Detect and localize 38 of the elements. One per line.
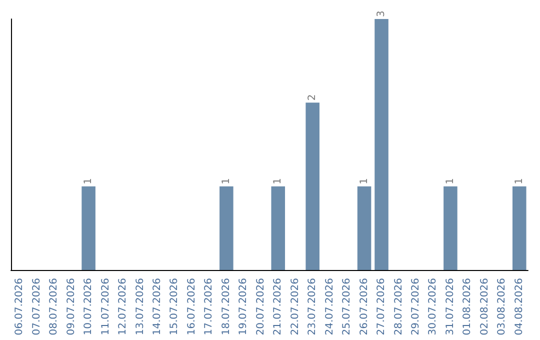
data-label: 1 [358, 178, 370, 184]
x-tick-label: 25.07.2026 [342, 278, 353, 336]
data-label: 3 [376, 10, 388, 17]
x-tick-label: 02.08.2026 [479, 278, 490, 336]
x-tick-label: 29.07.2026 [410, 278, 422, 336]
x-tick-label: 07.07.2026 [31, 278, 42, 336]
x-tick-label: 16.07.2026 [186, 278, 198, 336]
x-tick-label: 14.07.2026 [152, 278, 163, 336]
x-tick-label: 18.07.2026 [220, 278, 232, 336]
x-tick-label: 27.07.2026 [376, 278, 388, 336]
x-tick-label: 23.07.2026 [307, 278, 318, 336]
x-tick-label: 01.08.2026 [462, 278, 474, 336]
x-tick-label: 20.07.2026 [255, 278, 266, 336]
x-tick-label: 21.07.2026 [272, 278, 284, 336]
data-label: 1 [444, 178, 456, 184]
data-label: 1 [220, 178, 232, 184]
data-label: 1 [272, 178, 284, 184]
x-tick-label: 03.08.2026 [496, 278, 508, 336]
x-tick-label: 08.07.2026 [48, 278, 60, 336]
x-tick-label: 12.07.2026 [118, 278, 129, 336]
data-label: 2 [307, 94, 318, 101]
data-label: 1 [83, 178, 94, 184]
x-tick-label: 04.08.2026 [514, 278, 525, 336]
x-tick-label: 28.07.2026 [393, 278, 404, 336]
x-tick-label: 22.07.2026 [290, 278, 301, 336]
x-tick-label: 19.07.2026 [238, 278, 250, 336]
x-tick-label: 15.07.2026 [169, 278, 180, 336]
x-tick-label: 06.07.2026 [14, 278, 26, 336]
x-tick-label: 09.07.2026 [66, 278, 77, 336]
x-tick-label: 31.07.2026 [444, 278, 456, 336]
x-tick-label: 13.07.2026 [134, 278, 146, 336]
data-label: 1 [514, 178, 525, 184]
x-tick-label: 30.07.2026 [428, 278, 439, 336]
x-tick-label: 26.07.2026 [358, 278, 370, 336]
x-tick-label: 11.07.2026 [100, 278, 112, 336]
x-tick-label: 17.07.2026 [204, 278, 215, 336]
x-tick-label: 10.07.2026 [83, 278, 94, 336]
x-tick-label: 24.07.2026 [324, 278, 336, 336]
